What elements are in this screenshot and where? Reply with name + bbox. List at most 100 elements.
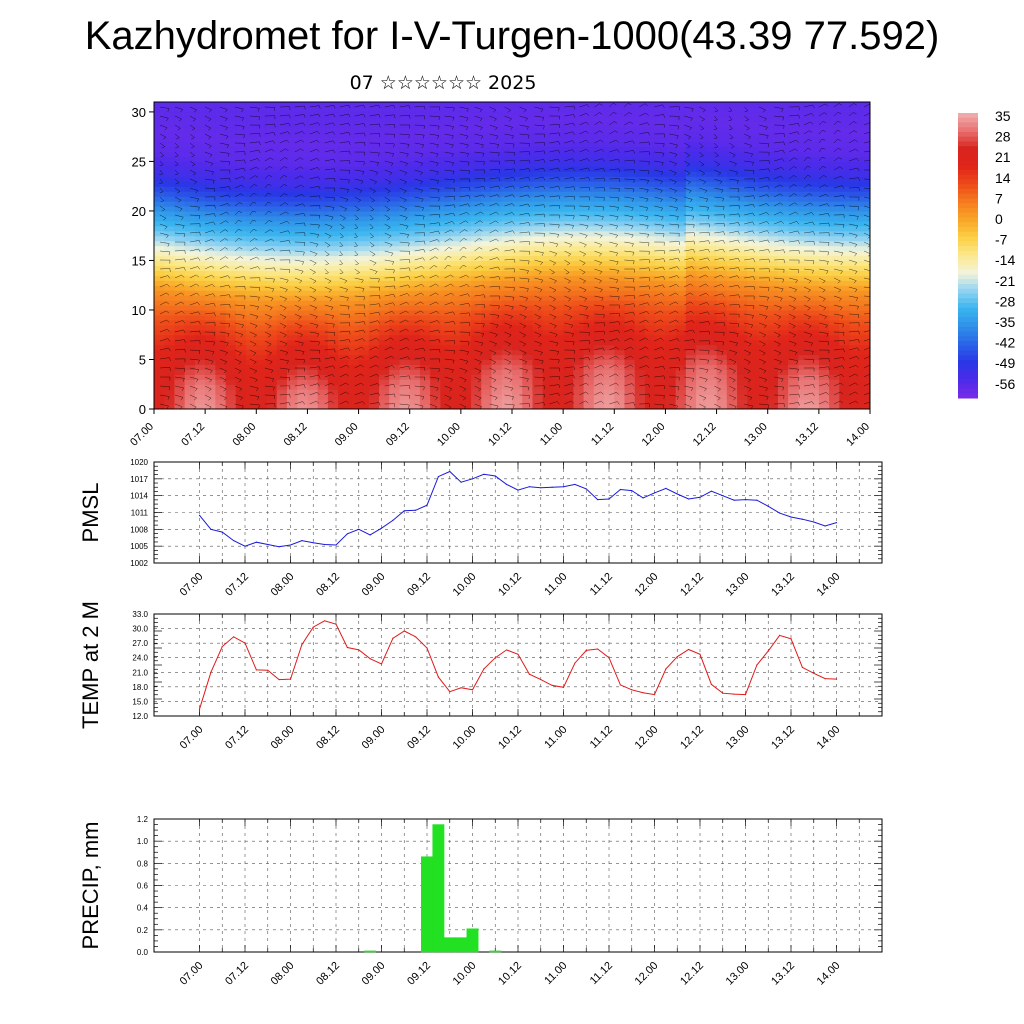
heatmap-cell (307, 394, 319, 400)
heatmap-cell (184, 394, 196, 400)
wind-barb (264, 358, 273, 362)
heatmap-cell (338, 384, 349, 390)
heatmap-cell (696, 364, 707, 370)
heatmap-cell (215, 230, 227, 237)
heatmap-cell (481, 270, 493, 276)
heatmap-cell (358, 260, 370, 267)
heatmap-cell (552, 280, 564, 286)
heatmap-cell (829, 255, 840, 262)
heatmap-cell (665, 191, 677, 197)
heatmap-cell (532, 265, 544, 271)
heatmap-cell (604, 290, 615, 296)
heatmap-cell (174, 379, 186, 385)
heatmap-cell (767, 161, 779, 167)
heatmap-cell (225, 141, 237, 148)
heatmap-cell (726, 136, 738, 143)
heatmap-cell (399, 126, 411, 133)
heatmap-cell (348, 176, 360, 182)
heatmap-cell (164, 280, 176, 286)
heatmap-cell (266, 161, 278, 167)
heatmap-cell (737, 176, 748, 182)
heatmap-cell (777, 359, 789, 366)
heatmap-cell (450, 176, 462, 182)
heatmap-cell (194, 295, 206, 301)
wind-barb-flag (271, 238, 275, 242)
heatmap-cell (552, 136, 564, 143)
heatmap-cell (246, 205, 257, 212)
heatmap-cell (215, 349, 227, 356)
heatmap-cell (358, 359, 370, 366)
heatmap-cell (726, 205, 738, 212)
wind-barb-flag (243, 305, 245, 310)
heatmap-cell (757, 339, 769, 346)
heatmap-cell (583, 196, 595, 202)
heatmap-cell (839, 215, 851, 222)
heatmap-cell (655, 334, 667, 341)
heatmap-cell (235, 240, 247, 247)
heatmap-cell (481, 300, 493, 306)
heatmap-cell (644, 121, 656, 128)
heatmap-cell (512, 111, 523, 118)
heatmap-cell (491, 275, 503, 281)
wind-barb-flag (211, 274, 215, 278)
heatmap-cell (604, 314, 615, 321)
heatmap-cell (777, 255, 789, 262)
heatmap-cell (430, 339, 441, 346)
heatmap-cell (174, 126, 186, 133)
heatmap-cell (481, 245, 493, 252)
heatmap-cell (808, 121, 820, 128)
heatmap-cell (757, 329, 769, 336)
wind-barb-flag (239, 343, 243, 347)
heatmap-cell (767, 126, 779, 133)
heatmap-cell (552, 329, 564, 336)
heatmap-cell (665, 265, 677, 271)
heatmap-cell (215, 116, 227, 123)
heatmap-cell (798, 141, 810, 148)
heatmap-cell (634, 235, 646, 242)
heatmap-cell (471, 344, 482, 351)
heatmap-cell (798, 270, 810, 276)
heatmap-cell (338, 186, 349, 192)
heatmap-cell (839, 250, 851, 257)
wind-barb (264, 322, 272, 327)
heatmap-cell (379, 186, 390, 192)
heatmap-cell (307, 404, 319, 409)
heatmap-cell (726, 171, 738, 177)
heatmap-cell (849, 151, 861, 158)
heatmap-cell (675, 260, 687, 267)
heatmap-cell (430, 136, 441, 143)
heatmap-cell (829, 379, 840, 385)
heatmap-cell (593, 131, 605, 138)
wind-barb (159, 319, 167, 324)
heatmap-cell (839, 309, 851, 316)
wind-barb (249, 141, 260, 144)
heatmap-cell (849, 265, 861, 271)
heatmap-cell (665, 359, 677, 366)
heatmap-cell (532, 191, 544, 197)
heatmap-cell (818, 270, 830, 276)
heatmap-cell (358, 215, 370, 222)
heatmap-cell (614, 280, 626, 286)
wind-barb-flag (257, 266, 261, 270)
wind-barb (189, 240, 200, 243)
heatmap-cell (665, 339, 677, 346)
heatmap-cell (859, 305, 870, 311)
wind-barb (219, 220, 226, 225)
heatmap-cell (634, 240, 646, 247)
heatmap-cell (573, 389, 585, 395)
heatmap-cell (522, 191, 534, 197)
wind-barb (219, 178, 230, 180)
heatmap-cell (317, 171, 329, 177)
wind-barb (249, 238, 255, 243)
heatmap-cell (665, 235, 677, 242)
heatmap-cell (235, 106, 247, 113)
heatmap-cell (624, 389, 636, 395)
heatmap-cell (184, 215, 196, 222)
heatmap-cell (552, 334, 564, 341)
heatmap-cell (573, 374, 585, 380)
heatmap-cell (501, 329, 513, 336)
heatmap-cell (849, 102, 861, 108)
heatmap-cell (205, 260, 216, 267)
heatmap-cell (348, 374, 360, 380)
heatmap-cell (276, 250, 288, 257)
